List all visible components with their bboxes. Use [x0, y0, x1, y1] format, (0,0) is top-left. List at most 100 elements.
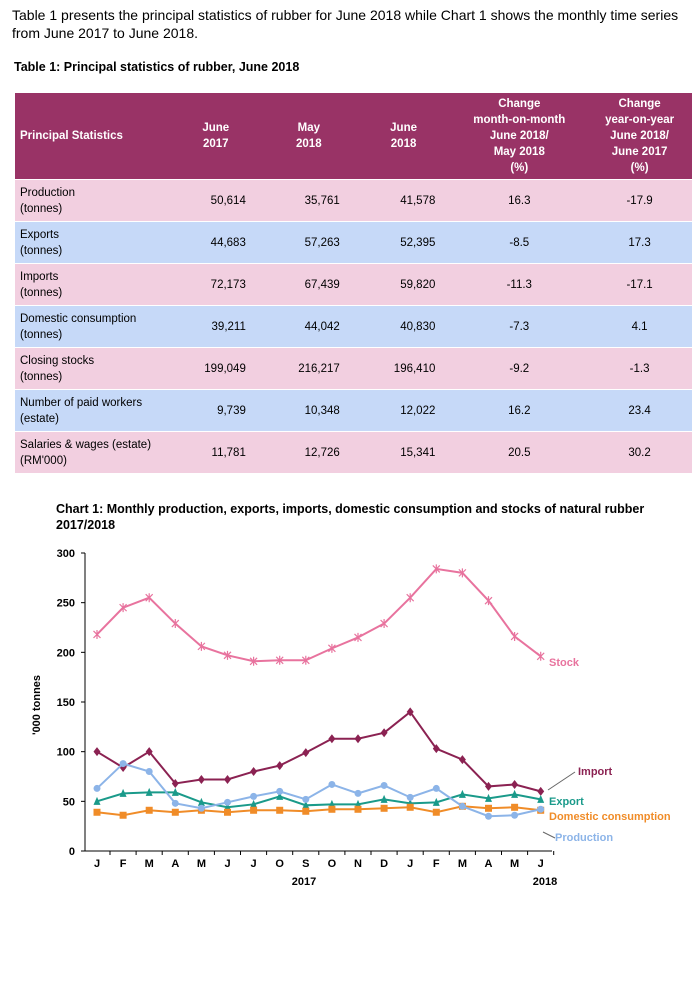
point: [354, 805, 362, 813]
y-tick-label: 200: [57, 647, 75, 659]
table-cell: -8.5: [451, 221, 588, 264]
y-tick-label: 150: [57, 697, 75, 709]
table-cell: 35,761: [261, 179, 356, 222]
point: [276, 806, 284, 814]
label-leader: [547, 771, 576, 791]
point: [537, 805, 545, 813]
table-cell: 12,022: [355, 389, 452, 432]
x-tick-label: M: [197, 858, 206, 870]
header-cell: June 2018: [355, 93, 452, 180]
point: [119, 811, 127, 819]
x-tick-label: O: [275, 858, 284, 870]
point: [145, 806, 153, 814]
point: [354, 734, 362, 744]
point: [537, 786, 545, 796]
table-cell: 16.2: [451, 389, 588, 432]
point: [301, 655, 310, 665]
series-line: [96, 805, 541, 817]
point: [432, 744, 440, 754]
point: [197, 804, 205, 812]
point: [223, 650, 232, 660]
table-cell: Production (tonnes): [15, 179, 170, 222]
table-cell: 4.1: [587, 305, 692, 348]
point: [302, 748, 310, 758]
series-label: Import: [578, 766, 613, 778]
table-cell: 15,341: [355, 431, 452, 474]
point: [432, 784, 440, 792]
point: [93, 747, 101, 757]
point: [406, 803, 414, 811]
point: [458, 568, 467, 578]
point: [197, 641, 206, 651]
series-label: Stock: [549, 657, 580, 669]
point: [406, 793, 414, 801]
point: [145, 768, 153, 776]
table-cell: 196,410: [355, 347, 452, 390]
x-tick-label: S: [302, 858, 309, 870]
point: [197, 774, 205, 784]
table-cell: -17.1: [587, 263, 692, 306]
point: [484, 596, 493, 606]
point: [327, 643, 336, 653]
table-cell: 72,173: [169, 263, 262, 306]
table-cell: 52,395: [355, 221, 452, 264]
point: [250, 767, 258, 777]
table-cell: 67,439: [261, 263, 356, 306]
point: [380, 619, 389, 629]
point: [302, 807, 310, 815]
table-cell: 39,211: [169, 305, 262, 348]
table-body: Production (tonnes) 50,614 35,761 41,578 16.…: [15, 179, 692, 474]
point: [197, 797, 205, 806]
y-tick-label: 250: [57, 598, 75, 610]
series-line: [96, 710, 541, 793]
table-cell: Number of paid workers (estate): [15, 389, 170, 432]
point: [119, 603, 128, 613]
point: [171, 787, 179, 796]
x-tick-label: F: [433, 858, 440, 870]
point: [485, 793, 492, 802]
table-row: Production (tonnes) 50,614 35,761 41,578 16.…: [15, 179, 692, 222]
point: [511, 789, 519, 798]
point: [354, 632, 362, 642]
table-row: Exports (tonnes) 44,683 57,263 52,395 -8.5 17…: [15, 221, 692, 264]
series-label: Production: [555, 832, 613, 844]
point: [485, 804, 492, 812]
x-tick-label: J: [251, 858, 257, 870]
header-cell: Change year-on-year June 2018/ June 2017…: [587, 93, 692, 180]
point: [302, 800, 310, 809]
table-cell: 41,578: [355, 179, 452, 222]
x-tick-label: O: [328, 858, 337, 870]
point: [171, 778, 179, 788]
series-label: Export: [549, 796, 584, 808]
table-row: Number of paid workers (estate) 9,739 10,3…: [15, 389, 692, 432]
point: [250, 792, 258, 800]
table-cell: -7.3: [451, 305, 588, 348]
table-cell: -17.9: [587, 179, 692, 222]
point: [458, 789, 466, 798]
x-tick-label: F: [120, 858, 127, 870]
table-cell: 44,042: [261, 305, 356, 348]
table-cell: Imports (tonnes): [15, 263, 170, 306]
point: [328, 805, 336, 813]
point: [145, 593, 154, 603]
point: [406, 593, 415, 603]
point: [432, 564, 441, 574]
point: [302, 795, 310, 803]
point: [93, 808, 101, 816]
point: [171, 619, 180, 629]
series-label: Domestic consumption: [549, 811, 671, 823]
table-cell: 12,726: [261, 431, 356, 474]
point: [275, 655, 284, 665]
x-group-label: 2018: [533, 876, 557, 888]
y-axis-label: '000 tonnes: [31, 675, 43, 735]
point: [406, 707, 414, 717]
point: [380, 804, 388, 812]
table-cell: Salaries & wages (estate) (RM'000): [15, 431, 170, 474]
chart-title: Chart 1: Monthly production, exports, im…: [56, 502, 645, 532]
table-cell: 40,830: [355, 305, 452, 348]
table-cell: 16.3: [451, 179, 588, 222]
point: [93, 629, 101, 639]
point: [511, 803, 519, 811]
header-cell: June 2017: [169, 93, 262, 180]
